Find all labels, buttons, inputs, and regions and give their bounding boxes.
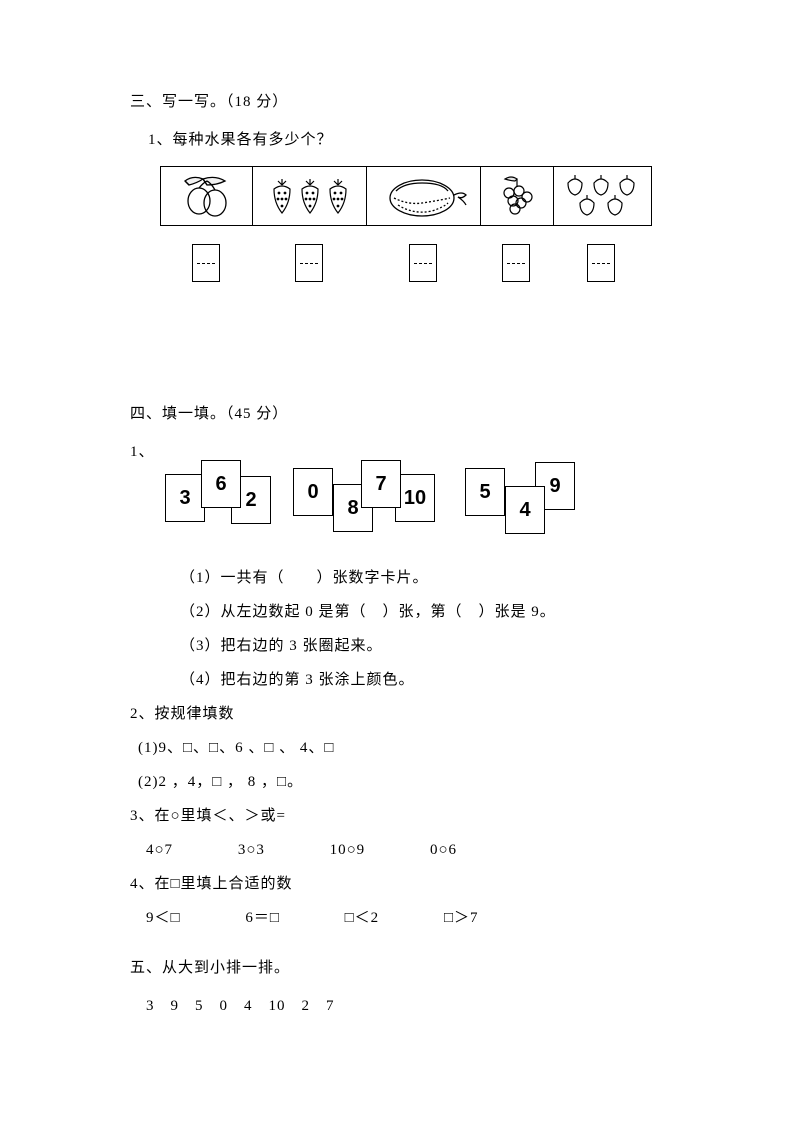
answer-box[interactable] (587, 244, 615, 282)
number-card: 0 (293, 468, 333, 516)
sub-q4: （4）把右边的第 3 张涂上颜色。 (180, 668, 690, 692)
section-5-heading: 五、从大到小排一排。 (130, 956, 690, 980)
sub-q1: （1）一共有（ ）张数字卡片。 (180, 566, 690, 590)
fruit-cell-strawberry (253, 167, 367, 225)
fruit-cell-grapes (481, 167, 553, 225)
answer-box[interactable] (295, 244, 323, 282)
section-3-q1: 1、每种水果各有多少个？ (148, 128, 690, 152)
section-4-q3-items: 4○7 3○3 10○9 0○6 (146, 838, 690, 862)
section-4-q2-label: 2、按规律填数 (130, 702, 690, 726)
answer-box[interactable] (192, 244, 220, 282)
answer-box[interactable] (502, 244, 530, 282)
number-card: 3 (165, 474, 205, 522)
q4-item: 9＜□ (146, 910, 181, 926)
section-4-subquestions: （1）一共有（ ）张数字卡片。 （2）从左边数起 0 是第（ ）张，第（ ）张是… (180, 566, 690, 692)
answer-box[interactable] (409, 244, 437, 282)
number-card: 5 (465, 468, 505, 516)
q3-item: 3○3 (238, 842, 265, 858)
section-3-heading: 三、写一写。（18 分） (130, 90, 690, 114)
fruit-table (160, 166, 652, 226)
q3-item: 4○7 (146, 842, 173, 858)
fruit-cell-watermelon (367, 167, 481, 225)
number-card: 6 (201, 460, 241, 508)
sub-q2: （2）从左边数起 0 是第（ ）张，第（ ）张是 9。 (180, 600, 690, 624)
section-4-q3-label: 3、在○里填＜、＞或= (130, 804, 690, 828)
section-4-heading: 四、填一填。（45 分） (130, 402, 690, 426)
number-card: 4 (505, 486, 545, 534)
section-5-numbers: 3 9 5 0 4 10 2 7 (146, 994, 690, 1018)
section-4-q4-label: 4、在□里填上合适的数 (130, 872, 690, 896)
number-card: 10 (395, 474, 435, 522)
fruit-cell-apple (554, 167, 651, 225)
number-card: 7 (361, 460, 401, 508)
q3-item: 0○6 (430, 842, 457, 858)
q3-item: 10○9 (330, 842, 366, 858)
number-cards: 32601087594 (165, 456, 665, 536)
q4-item: 6＝□ (245, 910, 280, 926)
section-4-q2a: (1)9、□、□、6 、□ 、 4、□ (138, 736, 690, 760)
section-4-q4-items: 9＜□ 6＝□ □＜2 □＞7 (146, 906, 690, 930)
sub-q3: （3）把右边的 3 张圈起来。 (180, 634, 690, 658)
fruit-cell-mango (161, 167, 253, 225)
section-4-q2b: (2)2 ，4，□ ， 8 ，□。 (138, 770, 690, 794)
q4-item: □＜2 (345, 910, 380, 926)
fruit-answer-row (160, 244, 650, 282)
q4-item: □＞7 (444, 910, 479, 926)
